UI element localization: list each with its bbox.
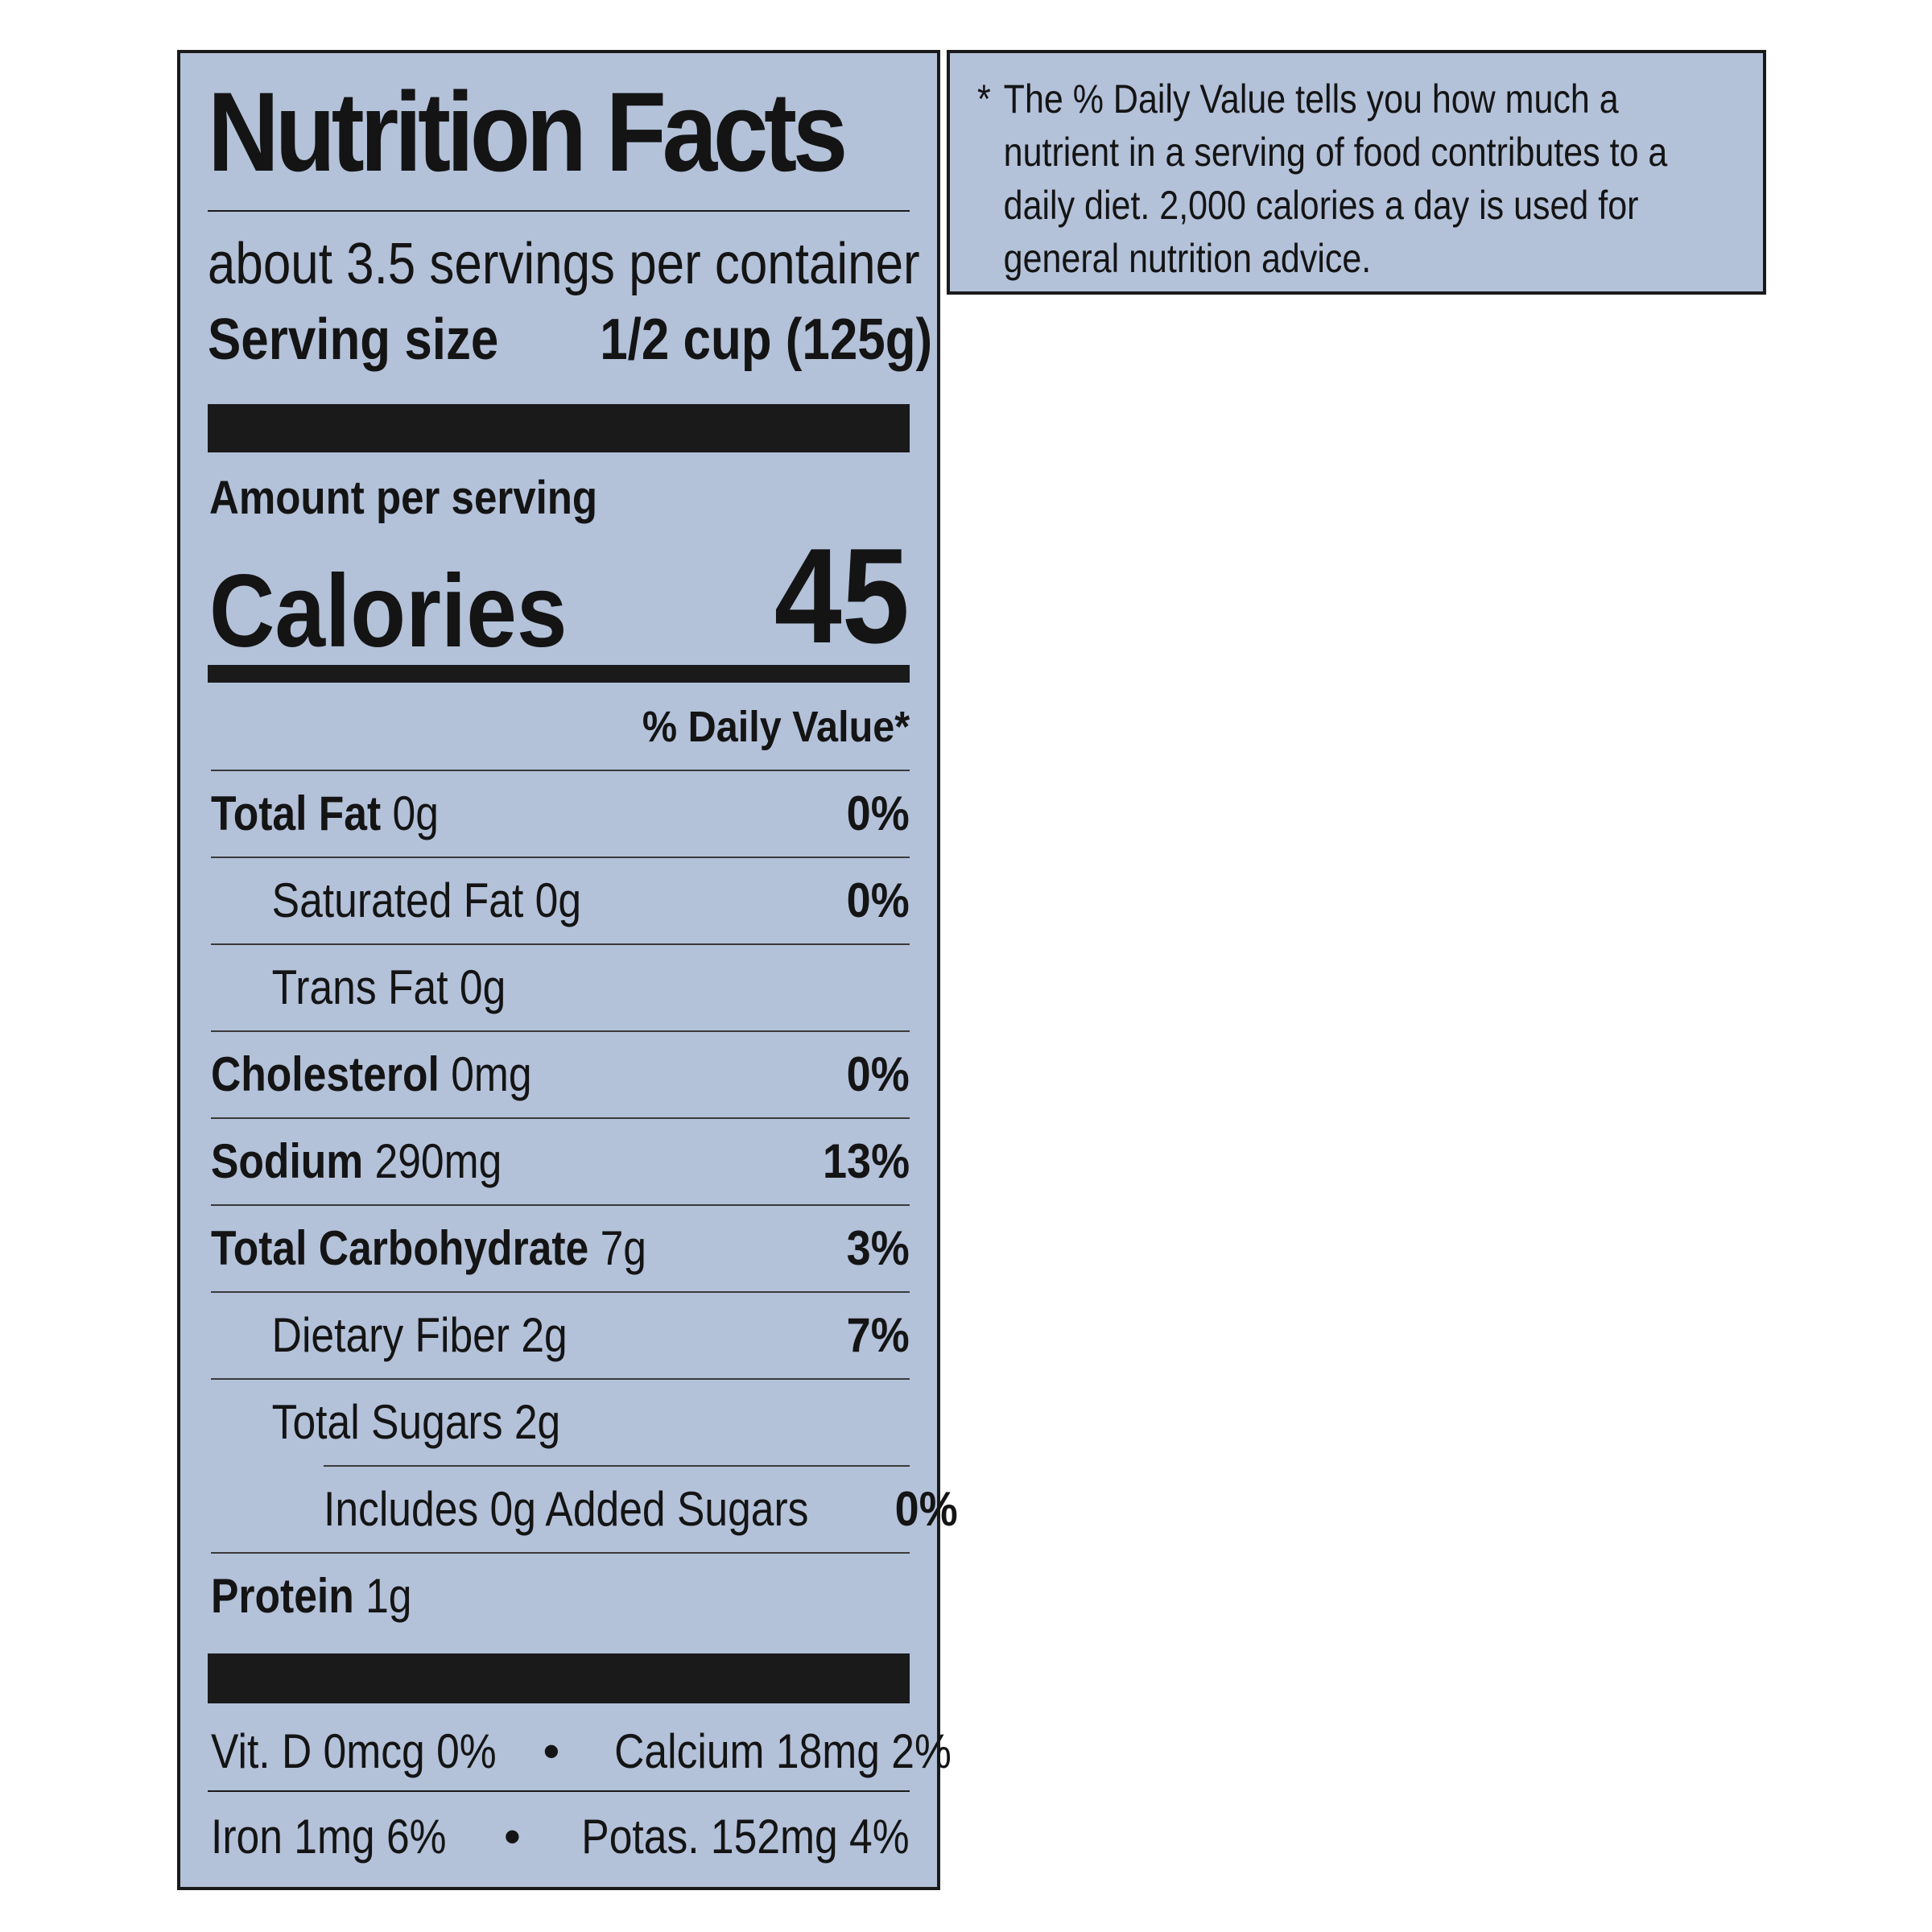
nutrient-row-protein: Protein 1g (211, 1552, 910, 1639)
nutrient-name: Includes 0g Added Sugars (324, 1482, 809, 1536)
nutrient-row-added-sugars: Includes 0g Added Sugars 0% (324, 1465, 957, 1552)
nutrient-row-dietary-fiber: Dietary Fiber 2g 7% (211, 1291, 910, 1378)
calories-row: Calories 45 (209, 528, 910, 663)
nutrient-amount: 0g (392, 786, 439, 840)
nutrition-facts-panel: Nutrition Facts about 3.5 servings per c… (177, 50, 957, 1890)
nutrient-amount: 290mg (374, 1134, 502, 1188)
nutrient-row-total-fat: Total Fat 0g 0% (211, 770, 910, 857)
footnote-asterisk: * (977, 76, 991, 122)
nutrient-name: Dietary Fiber 2g (271, 1308, 568, 1362)
vitamin-row: Vit. D 0mcg 0% • Calcium 18mg 2% (211, 1710, 952, 1794)
label-title: Nutrition Facts (208, 68, 848, 195)
nutrient-row-total-carbohydrate: Total Carbohydrate 7g 3% (211, 1204, 910, 1291)
nutrient-name: Total Carbohydrate (211, 1221, 589, 1275)
nutrient-row-sodium: Sodium 290mg 13% (211, 1117, 910, 1204)
nutrient-name: Protein (211, 1569, 354, 1623)
nutrient-dv: 7% (846, 1308, 910, 1362)
vitamin-divider (208, 1790, 910, 1792)
nutrient-dv: 0% (846, 873, 910, 927)
vitamin-left: Iron 1mg 6% (211, 1810, 447, 1864)
thick-divider (208, 404, 910, 452)
nutrient-dv: 0% (846, 1047, 910, 1101)
serving-size-label: Serving size (208, 308, 499, 372)
divider (208, 210, 910, 212)
footnote-text: The % Daily Value tells you how much a n… (1003, 76, 1668, 281)
nutrient-amount: 0mg (451, 1047, 532, 1101)
nutrient-dv: 0% (894, 1482, 958, 1536)
bullet-separator: • (543, 1724, 560, 1778)
nutrient-dv: 13% (822, 1134, 910, 1188)
thick-divider-bottom (208, 1653, 910, 1703)
vitamin-right: Potas. 152mg 4% (581, 1810, 910, 1864)
vitamin-left: Vit. D 0mcg 0% (211, 1724, 497, 1778)
daily-value-header: % Daily Value* (642, 703, 910, 751)
nutrient-amount: 7g (600, 1221, 646, 1275)
nutrient-amount: 1g (365, 1569, 412, 1623)
nutrient-row-cholesterol: Cholesterol 0mg 0% (211, 1030, 910, 1117)
nutrient-name: Total Fat (211, 786, 382, 840)
nutrient-row-trans-fat: Trans Fat 0g (211, 943, 910, 1030)
nutrient-name: Cholesterol (211, 1047, 440, 1101)
vitamin-row: Iron 1mg 6% • Potas. 152mg 4% (211, 1795, 910, 1879)
nutrient-name: Saturated Fat 0g (271, 873, 582, 927)
vitamin-right: Calcium 18mg 2% (614, 1724, 952, 1778)
calories-label: Calories (209, 554, 568, 669)
nutrient-name: Trans Fat 0g (271, 960, 506, 1014)
daily-value-footnote-box: * The % Daily Value tells you how much a… (947, 50, 1766, 295)
nutrient-row-total-sugars: Total Sugars 2g (211, 1378, 910, 1465)
serving-size-row: Serving size 1/2 cup (125g) (208, 308, 932, 372)
amount-per-serving: Amount per serving (209, 472, 598, 524)
medium-divider (208, 665, 910, 683)
calories-value: 45 (774, 520, 910, 671)
nutrient-name: Total Sugars 2g (271, 1395, 561, 1449)
nutrient-dv: 0% (846, 786, 910, 840)
bullet-separator: • (503, 1810, 521, 1864)
servings-per-container: about 3.5 servings per container (208, 232, 920, 296)
nutrient-row-saturated-fat: Saturated Fat 0g 0% (211, 857, 910, 943)
daily-value-footnote: * The % Daily Value tells you how much a… (977, 72, 1711, 285)
nutrient-dv: 3% (846, 1221, 910, 1275)
serving-size-value: 1/2 cup (125g) (600, 308, 933, 372)
nutrient-name: Sodium (211, 1134, 364, 1188)
